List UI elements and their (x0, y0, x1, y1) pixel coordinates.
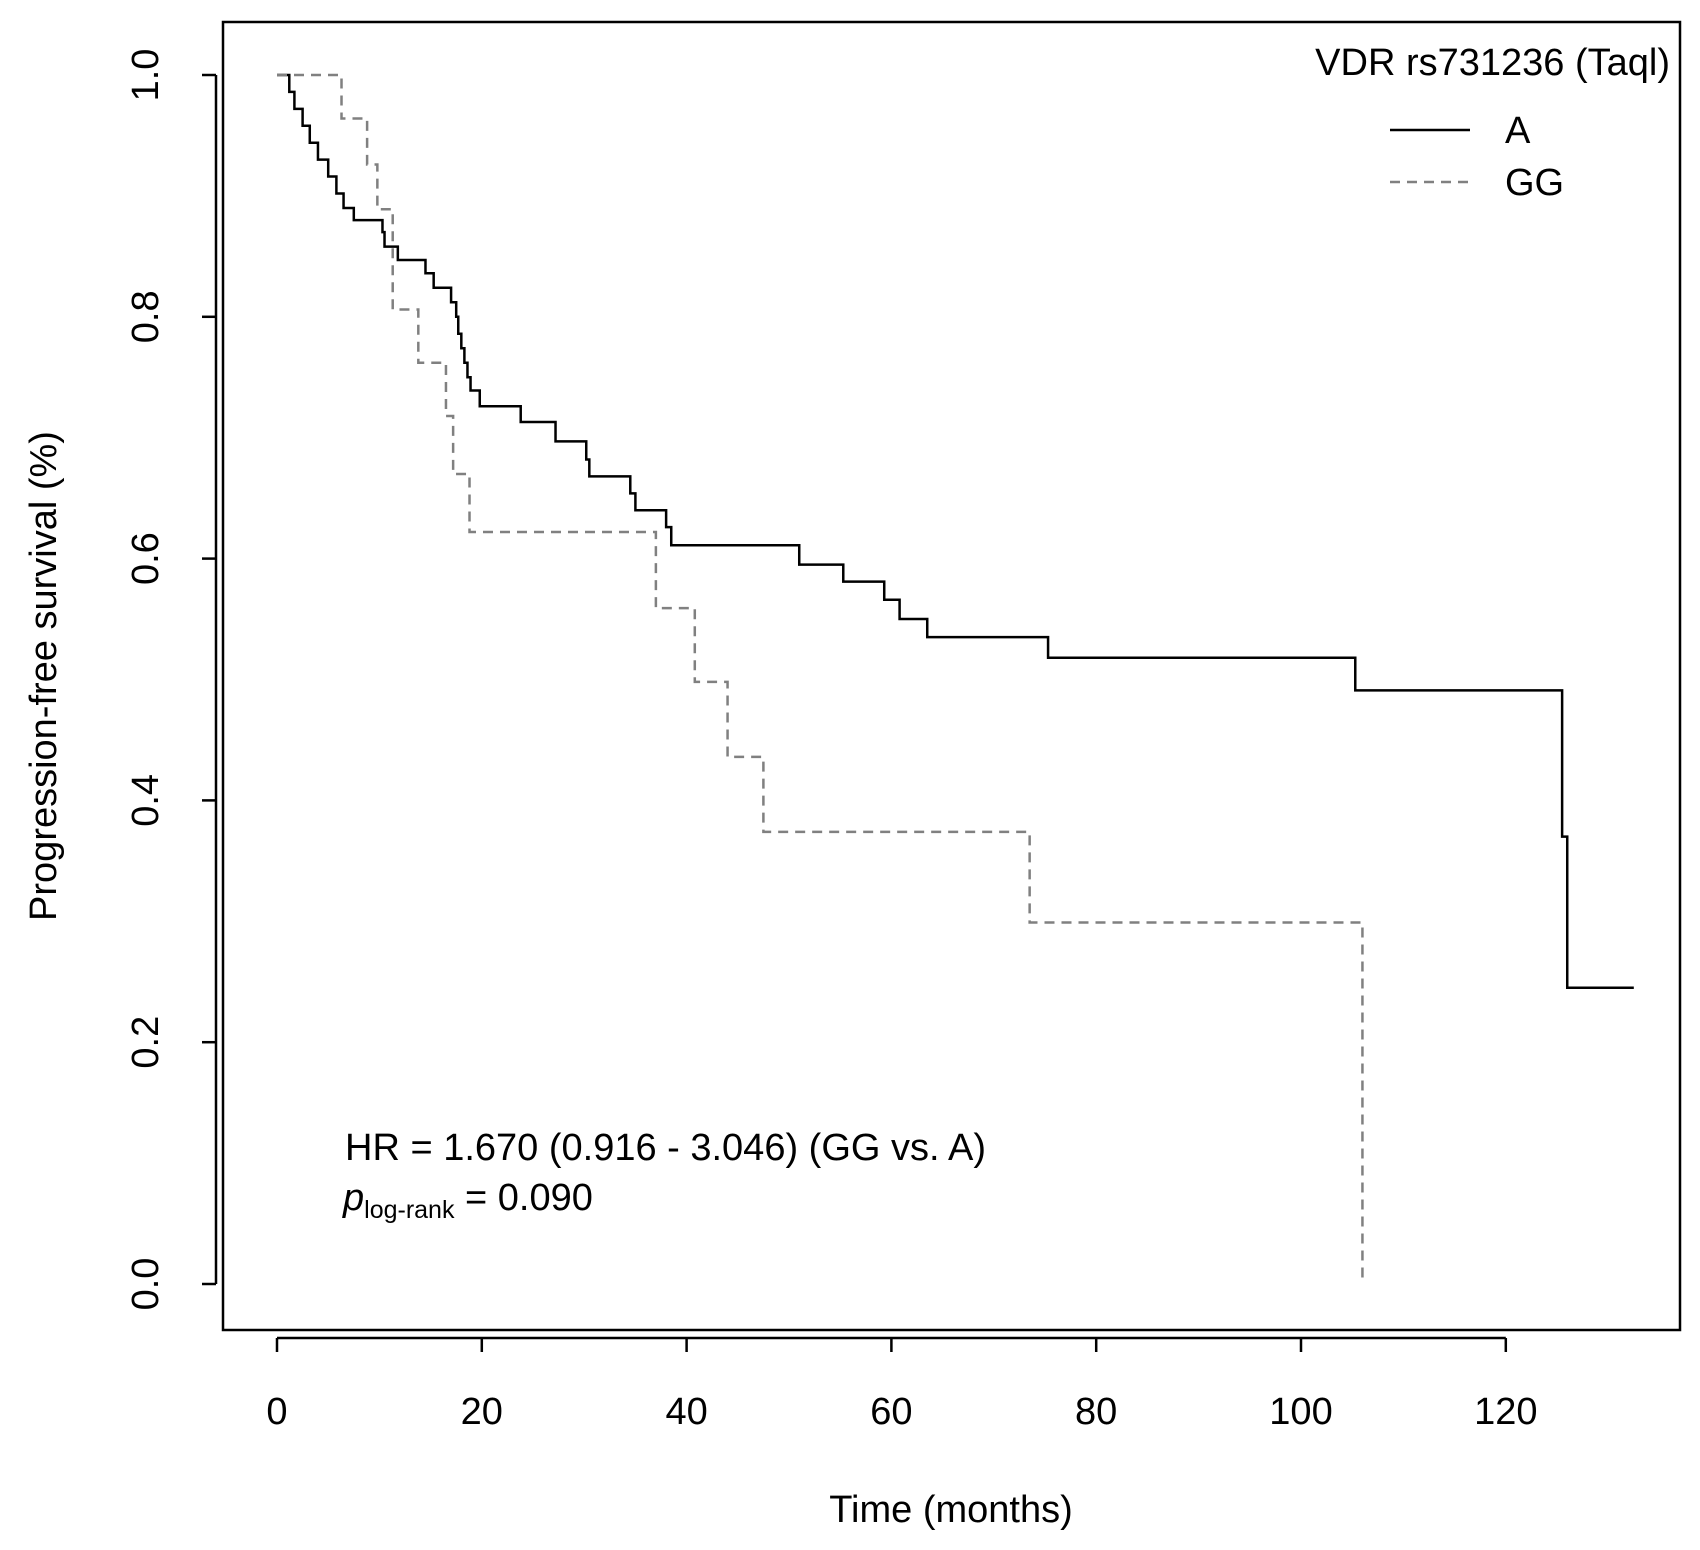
p-subscript: log-rank (364, 1196, 455, 1224)
legend-label-a: A (1505, 110, 1531, 152)
x-axis: 0 20 40 60 80 100 120 (266, 1336, 1538, 1433)
y-tick-label: 0.8 (125, 290, 167, 343)
y-tick-label: 0.0 (125, 1258, 167, 1311)
legend: VDR rs731236 (Taql) A GG (1315, 42, 1670, 204)
x-axis-label: Time (months) (829, 1489, 1073, 1531)
x-tick-label: 100 (1269, 1391, 1332, 1433)
x-tick-label: 0 (266, 1391, 287, 1433)
legend-items: A GG (1390, 110, 1564, 204)
hazard-ratio-text: HR = 1.670 (0.916 - 3.046) (GG vs. A) (345, 1127, 986, 1169)
p-value: = 0.090 (454, 1177, 592, 1219)
x-tick-label: 40 (665, 1391, 707, 1433)
y-tick-label: 0.4 (125, 774, 167, 827)
y-axis-label: Progression-free survival (%) (23, 431, 65, 921)
y-tick-label: 0.2 (125, 1016, 167, 1069)
legend-label-gg: GG (1505, 162, 1564, 204)
x-tick-label: 120 (1474, 1391, 1537, 1433)
y-axis: 0.0 0.2 0.4 0.6 0.8 1.0 (125, 49, 218, 1311)
plot-frame (221, 20, 1682, 1332)
series-gg-curve (277, 73, 1364, 1284)
series-a-curve (277, 73, 1634, 990)
y-tick-label: 0.6 (125, 532, 167, 585)
y-tick-label: 1.0 (125, 49, 167, 102)
legend-title: VDR rs731236 (Taql) (1315, 42, 1670, 84)
p-symbol: p (342, 1177, 364, 1219)
x-tick-label: 80 (1075, 1391, 1117, 1433)
series-layer (277, 73, 1634, 1284)
x-tick-label: 20 (461, 1391, 503, 1433)
x-tick-label: 60 (870, 1391, 912, 1433)
p-value-text: plog-rank = 0.090 (342, 1177, 593, 1224)
stats-annotation: HR = 1.670 (0.916 - 3.046) (GG vs. A) pl… (342, 1127, 986, 1224)
